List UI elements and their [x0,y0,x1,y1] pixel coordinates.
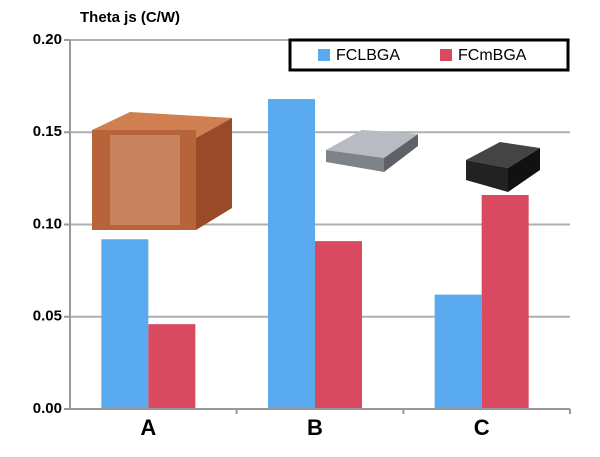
bar [101,239,149,409]
y-tick-label: 0.10 [33,215,62,232]
x-tick-label: C [474,415,490,440]
bar [148,324,196,409]
heatsink-b [326,130,418,172]
bar [434,294,482,409]
y-tick-label: 0.00 [33,400,62,417]
bars [101,99,529,409]
legend-swatch [318,49,330,61]
bar [481,194,529,409]
bar [315,241,362,409]
bar [268,99,315,409]
y-tick-label: 0.20 [33,31,62,48]
heatsink-a [92,112,232,230]
y-tick-label: 0.05 [33,308,62,325]
legend-box [288,38,570,72]
x-tick-label: B [307,415,323,440]
y-axis-label: Theta js (C/W) [80,9,180,26]
x-tick-label: A [140,415,156,440]
y-tick-label: 0.15 [33,123,62,140]
legend-label: FCmBGA [458,47,527,64]
legend-swatch [440,49,452,61]
legend-label: FCLBGA [336,47,400,64]
heatsink-c [466,142,540,192]
